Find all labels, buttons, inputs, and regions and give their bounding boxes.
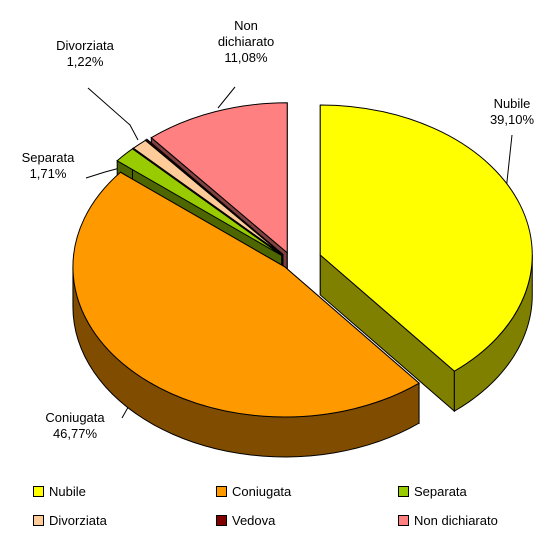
slice <box>116 148 282 256</box>
data-label: Non dichiarato 11,08% <box>201 18 291 66</box>
data-label: Divorziata 1,22% <box>45 38 125 70</box>
label-name: Coniugata <box>45 410 105 425</box>
label-value: 39,10% <box>489 112 535 127</box>
data-label: Coniugata 46,77% <box>35 410 115 442</box>
slice <box>150 102 288 254</box>
leader-line <box>87 87 139 141</box>
legend-item: Separata <box>398 485 467 499</box>
label-value: 46,77% <box>52 426 98 441</box>
label-value: 11,08% <box>224 50 268 65</box>
label-name: Nubile <box>493 96 531 111</box>
legend-swatch <box>216 486 227 497</box>
legend-item: Divorziata <box>33 514 107 528</box>
label-value: 1,22% <box>66 54 104 69</box>
legend-item: Vedova <box>216 514 275 528</box>
legend-item: Nubile <box>33 485 86 499</box>
leader-line <box>217 86 236 109</box>
slice <box>144 138 284 255</box>
label-name: Divorziata <box>56 38 114 53</box>
legend-item: Coniugata <box>216 485 291 499</box>
legend-swatch <box>33 515 44 526</box>
label-value: 1,71% <box>29 166 67 181</box>
legend-swatch <box>216 515 227 526</box>
legend-swatch <box>398 486 409 497</box>
slice <box>319 104 533 372</box>
leader-line <box>85 167 121 179</box>
label-name: Separata <box>21 150 75 165</box>
data-label: Separata 1,71% <box>8 150 88 182</box>
legend-swatch <box>33 486 44 497</box>
slice <box>72 171 420 418</box>
legend-label: Coniugata <box>232 484 292 499</box>
data-label: Nubile 39,10% <box>482 96 542 128</box>
legend-label: Nubile <box>49 484 86 499</box>
legend-label: Non dichiarato <box>414 513 498 528</box>
legend-swatch <box>398 515 409 526</box>
label-name: Non dichiarato <box>217 18 275 49</box>
legend-label: Separata <box>414 484 467 499</box>
legend-label: Vedova <box>232 513 276 528</box>
legend-item: Non dichiarato <box>398 514 498 528</box>
legend-label: Divorziata <box>49 513 107 528</box>
